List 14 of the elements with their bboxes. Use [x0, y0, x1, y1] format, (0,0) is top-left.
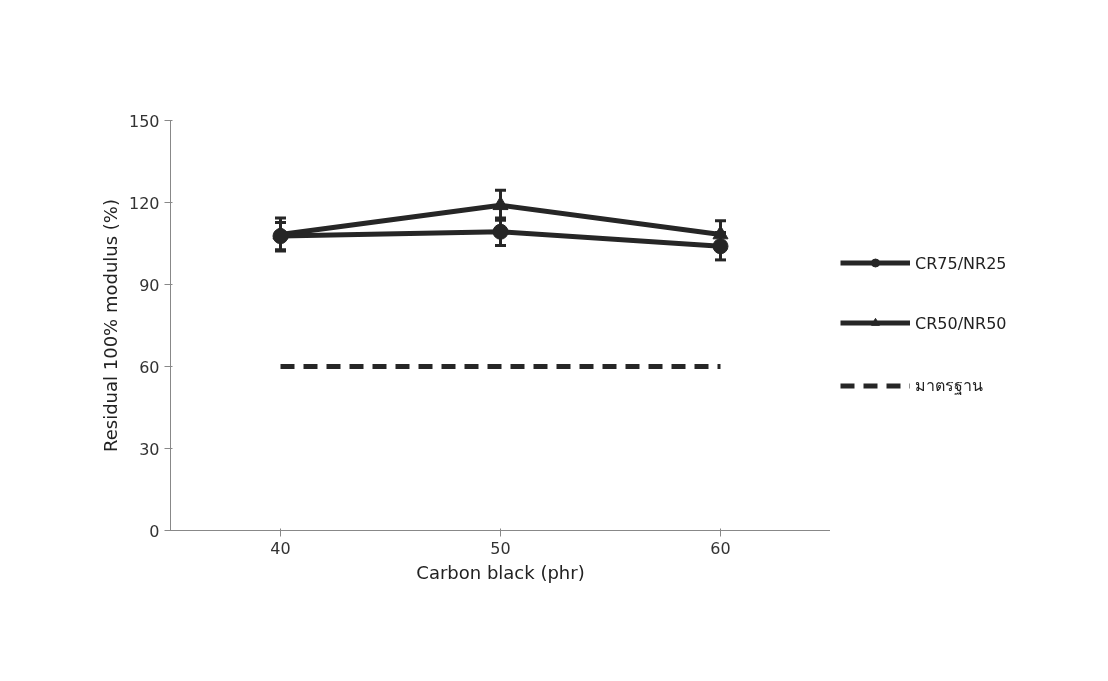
- y-tick-label: 30: [139, 439, 160, 459]
- legend-label: CR75/NR25: [915, 253, 1007, 272]
- x-axis-title: Carbon black (phr): [416, 561, 585, 583]
- x-tick-label: 60: [710, 538, 731, 558]
- x-tick-label: 50: [490, 538, 511, 558]
- y-tick-label: 120: [128, 193, 160, 213]
- legend-label: มาตรฐาน: [915, 374, 983, 397]
- y-tick-label: 150: [128, 111, 160, 131]
- legend-label: CR50/NR50: [915, 313, 1007, 332]
- y-tick-label: 90: [139, 275, 160, 295]
- y-tick-label: 60: [139, 357, 160, 377]
- y-tick-label: 0: [149, 521, 160, 541]
- x-tick-label: 40: [270, 538, 291, 558]
- y-axis-title: Residual 100% modulus (%): [99, 199, 121, 452]
